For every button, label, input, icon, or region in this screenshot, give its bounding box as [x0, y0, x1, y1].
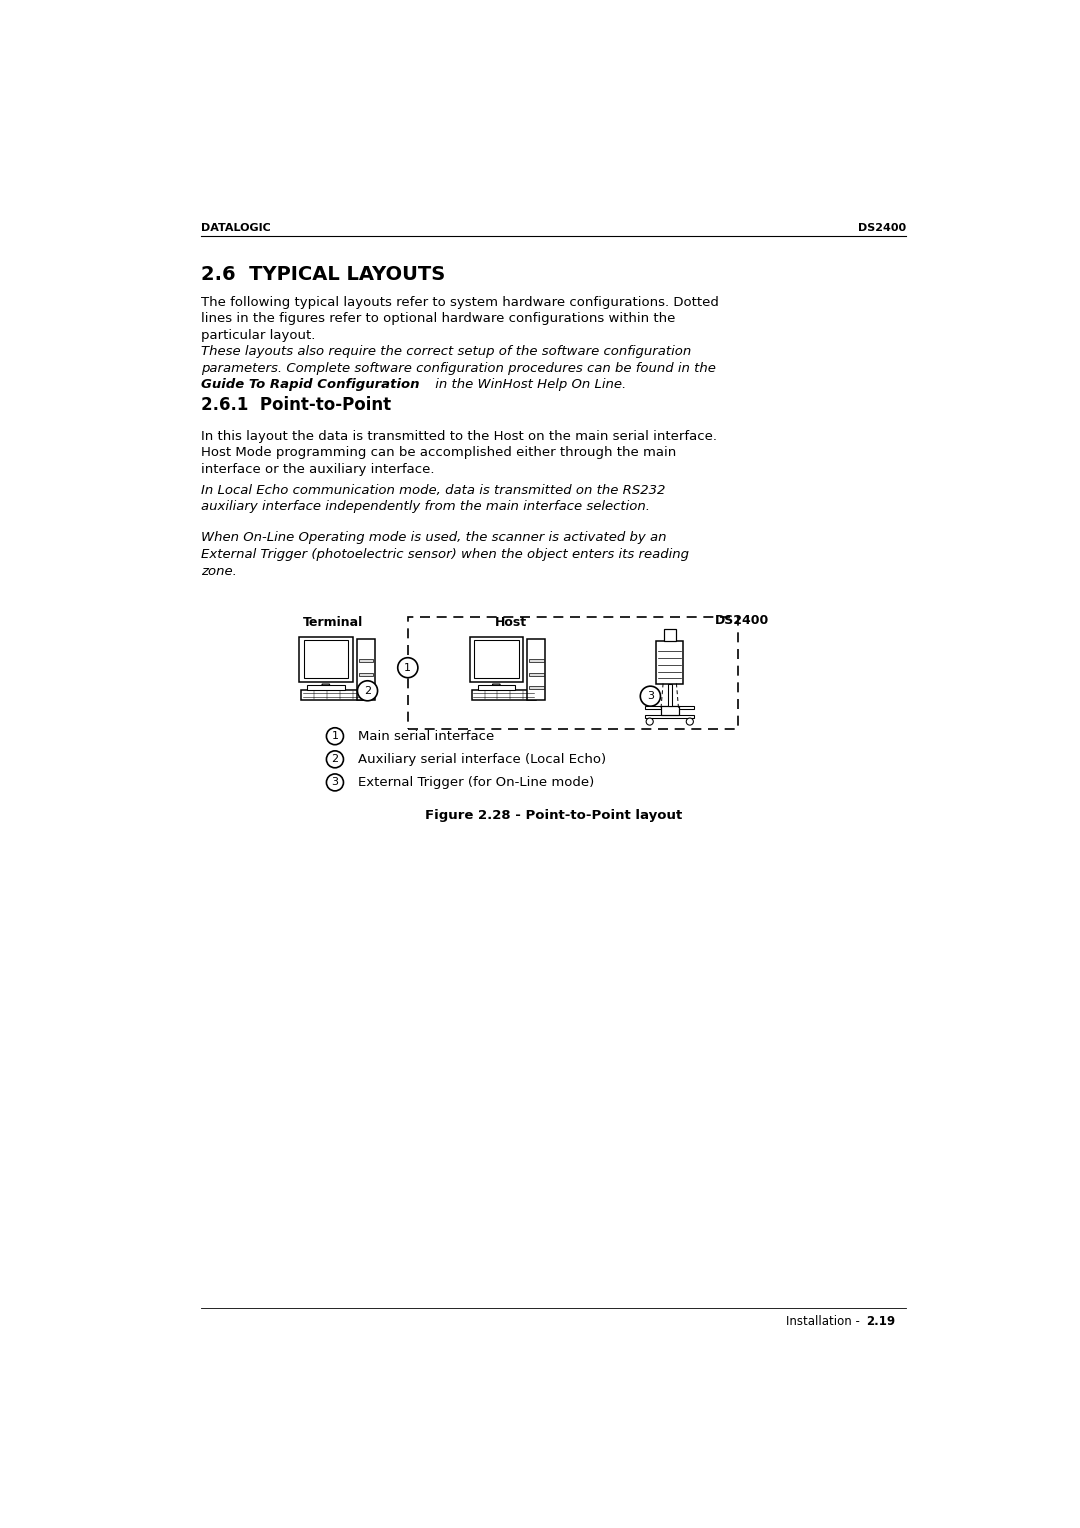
Text: External Trigger (for On-Line mode): External Trigger (for On-Line mode): [359, 776, 594, 788]
Text: parameters. Complete software configuration procedures can be found in the: parameters. Complete software configurat…: [201, 362, 716, 374]
FancyBboxPatch shape: [663, 628, 676, 642]
FancyBboxPatch shape: [527, 639, 545, 700]
FancyBboxPatch shape: [661, 706, 678, 715]
Text: in the WinHost Help On Line.: in the WinHost Help On Line.: [431, 377, 626, 391]
FancyBboxPatch shape: [477, 686, 515, 691]
Text: Main serial interface: Main serial interface: [359, 730, 495, 743]
Text: Guide To Rapid Configuration: Guide To Rapid Configuration: [201, 377, 419, 391]
Circle shape: [686, 718, 693, 726]
FancyBboxPatch shape: [529, 672, 543, 675]
Text: Installation -: Installation -: [786, 1316, 864, 1328]
FancyBboxPatch shape: [472, 691, 536, 700]
Text: 1: 1: [404, 663, 411, 672]
Text: 1: 1: [332, 732, 338, 741]
FancyBboxPatch shape: [359, 672, 373, 675]
Text: Host Mode programming can be accomplished either through the main: Host Mode programming can be accomplishe…: [201, 446, 676, 460]
Text: 2: 2: [364, 686, 372, 695]
FancyBboxPatch shape: [474, 640, 518, 678]
Text: 2.6  TYPICAL LAYOUTS: 2.6 TYPICAL LAYOUTS: [201, 264, 445, 284]
Circle shape: [326, 727, 343, 744]
Circle shape: [397, 657, 418, 678]
FancyBboxPatch shape: [303, 640, 348, 678]
Circle shape: [640, 686, 661, 706]
Text: Figure 2.28 - Point-to-Point layout: Figure 2.28 - Point-to-Point layout: [424, 810, 683, 822]
Circle shape: [326, 775, 343, 792]
Text: The following typical layouts refer to system hardware configurations. Dotted: The following typical layouts refer to s…: [201, 296, 719, 309]
Polygon shape: [492, 685, 500, 691]
Text: Auxiliary serial interface (Local Echo): Auxiliary serial interface (Local Echo): [359, 753, 606, 766]
Polygon shape: [322, 685, 329, 691]
FancyBboxPatch shape: [307, 686, 345, 691]
FancyBboxPatch shape: [357, 639, 375, 700]
FancyBboxPatch shape: [657, 642, 684, 683]
FancyBboxPatch shape: [359, 659, 373, 662]
Text: 2.6.1  Point-to-Point: 2.6.1 Point-to-Point: [201, 396, 391, 414]
Circle shape: [357, 681, 378, 701]
Text: 2.19: 2.19: [866, 1316, 895, 1328]
Text: 3: 3: [332, 778, 338, 787]
Text: These layouts also require the correct setup of the software configuration: These layouts also require the correct s…: [201, 345, 691, 358]
Text: auxiliary interface independently from the main interface selection.: auxiliary interface independently from t…: [201, 500, 650, 513]
FancyBboxPatch shape: [529, 686, 543, 689]
FancyBboxPatch shape: [667, 683, 672, 706]
Text: 3: 3: [647, 691, 653, 701]
FancyBboxPatch shape: [645, 706, 694, 709]
Circle shape: [646, 718, 653, 726]
Text: DATALOGIC: DATALOGIC: [201, 223, 271, 232]
Text: DS2400: DS2400: [715, 614, 769, 628]
Text: In Local Echo communication mode, data is transmitted on the RS232: In Local Echo communication mode, data i…: [201, 484, 665, 497]
Text: zone.: zone.: [201, 564, 237, 578]
FancyBboxPatch shape: [299, 637, 352, 681]
Text: External Trigger (photoelectric sensor) when the object enters its reading: External Trigger (photoelectric sensor) …: [201, 549, 689, 561]
FancyBboxPatch shape: [301, 691, 365, 700]
FancyBboxPatch shape: [645, 715, 694, 718]
FancyBboxPatch shape: [529, 659, 543, 662]
Text: DS2400: DS2400: [858, 223, 906, 232]
Text: 2: 2: [332, 755, 338, 764]
FancyBboxPatch shape: [470, 637, 523, 681]
Text: When On-Line Operating mode is used, the scanner is activated by an: When On-Line Operating mode is used, the…: [201, 532, 666, 544]
FancyBboxPatch shape: [359, 686, 373, 689]
Text: interface or the auxiliary interface.: interface or the auxiliary interface.: [201, 463, 434, 475]
Text: In this layout the data is transmitted to the Host on the main serial interface.: In this layout the data is transmitted t…: [201, 429, 717, 443]
Text: Host: Host: [495, 616, 527, 628]
Text: lines in the figures refer to optional hardware configurations within the: lines in the figures refer to optional h…: [201, 312, 675, 325]
Circle shape: [326, 750, 343, 767]
Text: particular layout.: particular layout.: [201, 329, 315, 342]
Text: Terminal: Terminal: [302, 616, 363, 628]
